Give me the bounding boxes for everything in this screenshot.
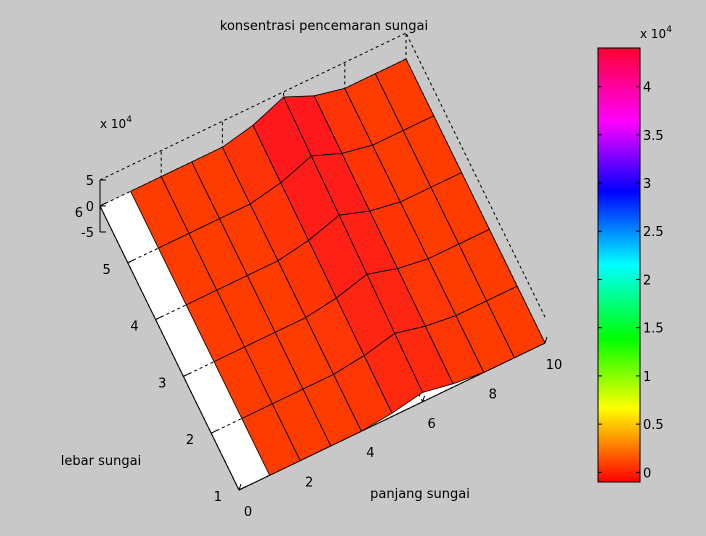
- x-tick-mark: [422, 395, 426, 402]
- colorbar-tick-label: 3: [643, 177, 651, 192]
- y-tick-labels: 1 2 3 4 5 6: [75, 206, 222, 505]
- y-tick-label: 5: [103, 263, 111, 278]
- x-tick-label: 6: [427, 417, 435, 432]
- z-exponent: 4: [126, 115, 132, 125]
- z-tick-label: 5: [86, 174, 94, 189]
- x-tick-label: 4: [366, 446, 374, 461]
- colorbar-multiplier-label: x 104: [640, 25, 672, 41]
- surface-patches: [130, 58, 546, 476]
- colorbar: [597, 47, 641, 483]
- colorbar-ticks: 0 0.5 1 1.5 2 2.5 3 3.5 4: [598, 81, 664, 481]
- back-wall-top: [99, 32, 407, 181]
- colorbar-tick-label: 0.5: [643, 418, 664, 433]
- y-tick-mark: [127, 259, 135, 264]
- y-tick-label: 2: [186, 433, 194, 448]
- colorbar-exponent: 4: [666, 25, 672, 35]
- y-tick-label: 3: [158, 376, 166, 391]
- z-tick-labels: -5 0 5: [81, 174, 94, 241]
- y-axis-line: [99, 205, 240, 491]
- z-multiplier-label: x 104: [100, 115, 132, 131]
- colorbar-tick-label: 1.5: [643, 322, 664, 337]
- y-tick-mark: [238, 486, 246, 491]
- x-tick-mark: [544, 336, 548, 344]
- x-tick-label: 2: [305, 476, 313, 491]
- chart-title: konsentrasi pencemaran sungai: [220, 19, 428, 34]
- colorbar-tick-label: 0: [643, 466, 651, 481]
- y-tick-label: 6: [75, 206, 83, 221]
- colorbar-tick-label: 2: [643, 273, 651, 288]
- colorbar-tick-label: 3.5: [643, 129, 664, 144]
- y-tick-label: 4: [130, 320, 138, 335]
- y-tick-mark: [155, 316, 162, 321]
- z-tick-label: 0: [86, 200, 94, 215]
- x-axis-label: panjang sungai: [370, 487, 470, 502]
- x-tick-label: 8: [489, 387, 497, 402]
- x-tick-labels: 0 2 4 6 8 10: [244, 358, 562, 520]
- x-tick-mark: [238, 483, 242, 491]
- y-axis-label: lebar sungai: [61, 454, 141, 469]
- y-tick-label: 1: [214, 490, 222, 505]
- z-tick-label: -5: [81, 226, 94, 241]
- right-wall-top: [405, 32, 546, 318]
- x-tick-label: 10: [546, 358, 563, 373]
- x-tick-label: 0: [244, 505, 252, 520]
- y-tick-mark: [183, 372, 190, 377]
- y-tick-mark: [210, 429, 218, 434]
- surface-patch: [486, 285, 546, 359]
- colorbar-tick-label: 1: [643, 370, 651, 385]
- colorbar-tick-label: 4: [643, 81, 651, 96]
- colorbar-tick-label: 2.5: [643, 225, 664, 240]
